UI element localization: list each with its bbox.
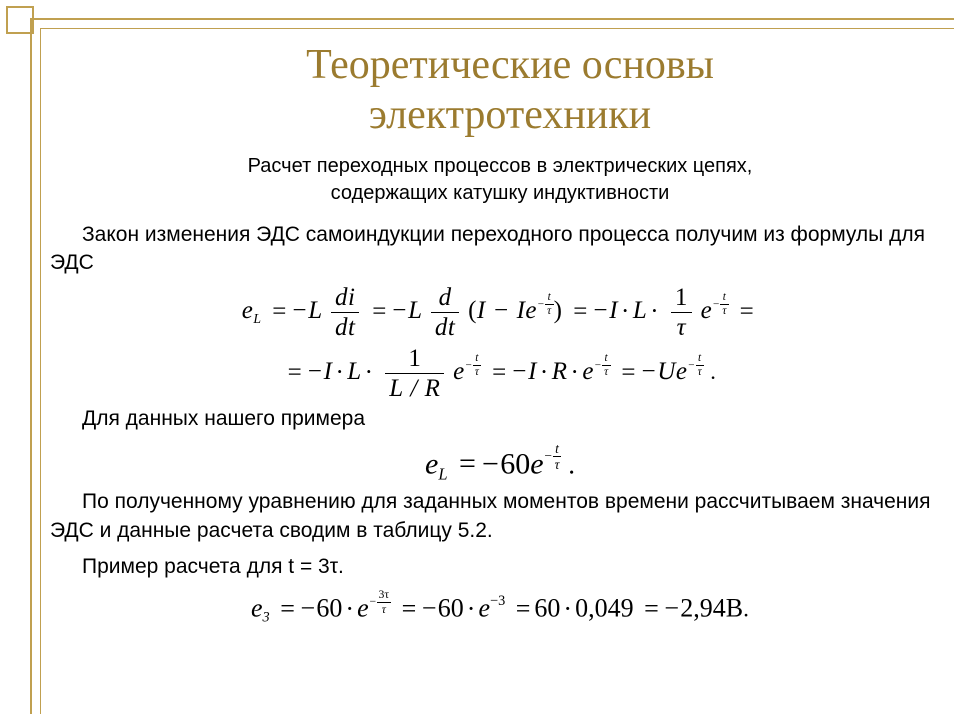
paragraph-2: Для данных нашего примера: [82, 405, 950, 433]
paragraph-4: Пример расчета для t = 3τ.: [82, 553, 950, 581]
slide-title: Теоретические основы электротехники: [110, 40, 910, 141]
paragraph-3: По полученному уравнению для заданных мо…: [50, 488, 950, 545]
subtitle-line-1: Расчет переходных процессов в электричес…: [248, 155, 753, 177]
content-area: Теоретические основы электротехники Расч…: [50, 40, 950, 631]
formula-2-expr: eL =−60e−tτ .: [425, 442, 575, 484]
formula-3-expr: e3 =−60·e−3ττ =−60·e−3 =60·0,049 =−2,94B…: [251, 589, 749, 627]
slide: Теоретические основы электротехники Расч…: [0, 0, 960, 720]
subtitle-line-2: содержащих катушку индуктивности: [331, 182, 670, 204]
formula-2: eL =−60e−tτ .: [50, 442, 950, 484]
formula-1-line-2: =−I·L· 1L / R e−tτ =−I·R·e−tτ =−Ue−tτ .: [284, 346, 717, 401]
title-line-1: Теоретические основы: [306, 42, 714, 88]
frame-top-outer: [30, 18, 954, 20]
formula-3: e3 =−60·e−3ττ =−60·e−3 =60·0,049 =−2,94B…: [50, 589, 950, 627]
slide-subtitle: Расчет переходных процессов в электричес…: [90, 153, 910, 207]
paragraph-1: Закон изменения ЭДС самоиндукции переход…: [50, 221, 950, 278]
frame-left-outer: [30, 18, 32, 714]
frame-left-inner: [40, 28, 41, 714]
formula-1-line-1: eL =−L didt =−L ddt (I − Ie−tτ) =−I·L· 1…: [242, 285, 758, 340]
frame-top-inner: [40, 28, 954, 29]
formula-1: eL =−L didt =−L ddt (I − Ie−tτ) =−I·L· 1…: [50, 285, 950, 401]
title-line-2: электротехники: [369, 92, 651, 138]
